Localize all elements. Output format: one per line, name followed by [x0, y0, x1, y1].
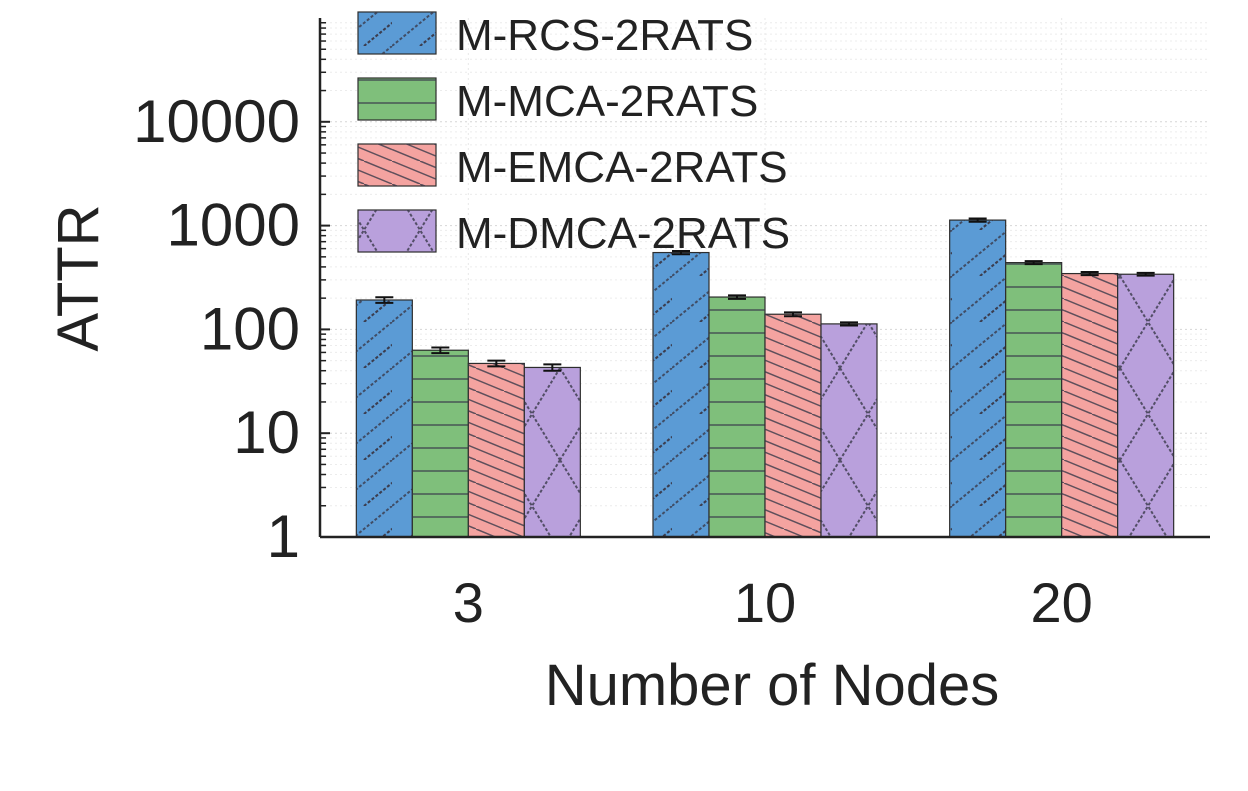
bar-hatch — [412, 350, 469, 537]
bar-hatch — [1005, 262, 1062, 537]
bar-hatch — [949, 220, 1006, 537]
bar-hatch — [468, 363, 525, 537]
bar-hatch — [821, 323, 877, 537]
legend: M-RCS-2RATS M-MCA-2RATS M-EMCA-2RATS M-DMCA… — [357, 11, 790, 258]
y-tick-label: 10 — [233, 399, 300, 466]
y-tick-label: 1 — [267, 503, 300, 570]
bars — [355, 217, 1175, 538]
bar-hatch — [765, 314, 821, 537]
tick-labels: 1 10 100 1000 10000 3 10 20 — [133, 88, 1093, 634]
y-tick-label: 1000 — [167, 192, 300, 259]
bar-hatch — [709, 297, 765, 537]
legend-swatch-hatch — [358, 78, 436, 120]
x-tick-label: 3 — [453, 571, 484, 634]
y-axis-label: ATTR — [46, 204, 111, 351]
legend-label: M-MCA-2RATS — [456, 77, 758, 126]
legend-label: M-RCS-2RATS — [456, 11, 753, 60]
x-tick-label: 10 — [734, 571, 796, 634]
bar-hatch — [1117, 274, 1174, 537]
bar-hatch — [1061, 273, 1118, 537]
legend-label: M-EMCA-2RATS — [456, 143, 788, 192]
legend-swatch-hatch — [358, 144, 436, 186]
legend-swatch-hatch — [358, 12, 436, 54]
bar-hatch — [524, 367, 581, 537]
axes — [318, 18, 1210, 539]
x-tick-label: 20 — [1031, 571, 1093, 634]
y-tick-label: 10000 — [133, 88, 300, 155]
legend-swatch-hatch — [358, 210, 436, 252]
y-tick-label: 100 — [200, 295, 300, 362]
legend-label: M-DMCA-2RATS — [456, 209, 790, 258]
bar-hatch — [653, 252, 709, 537]
bar-hatch — [356, 299, 413, 537]
x-axis-label: Number of Nodes — [545, 653, 1000, 718]
